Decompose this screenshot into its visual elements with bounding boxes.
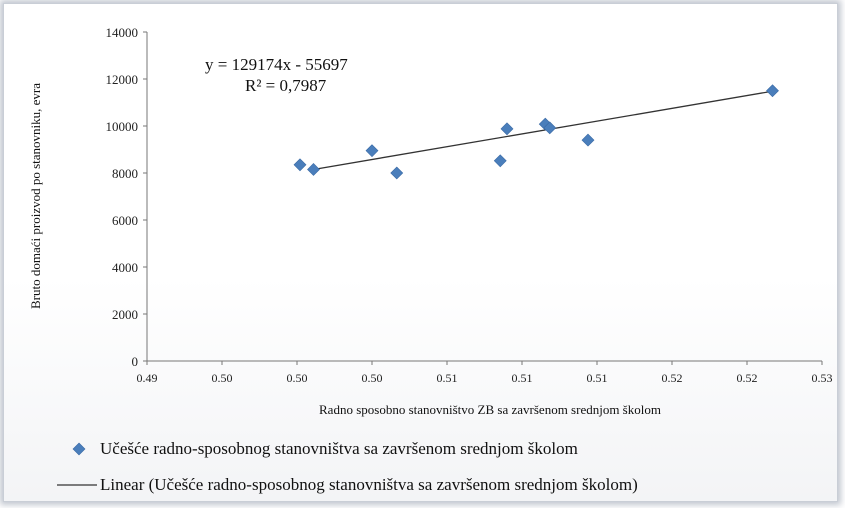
x-axis-label: Radno sposobno stanovništvo ZB sa završe… [319,402,661,417]
y-tick-label: 6000 [112,213,138,228]
x-tick-label: 0.52 [737,371,758,385]
y-tick-labels: 0 2000 4000 6000 8000 10000 12000 14000 [106,25,139,369]
x-tick-label: 0.49 [137,371,158,385]
data-point [307,163,320,176]
x-tick-label: 0.50 [362,371,383,385]
data-point [365,144,379,158]
trendline [313,90,773,171]
y-tick-label: 10000 [106,119,139,134]
y-tick-label: 14000 [106,25,139,40]
trendline-group [313,90,773,171]
chart-frame [3,3,838,502]
legend-marker-diamond [72,442,86,456]
y-axis-label: Bruto domaći proizvod po stanovniku, evr… [28,83,43,309]
trendline-r-squared: R² = 0,7987 [245,76,327,95]
axes [143,31,823,365]
data-point [766,84,779,98]
data-point [500,122,514,136]
data-point [543,121,557,135]
trendline-equation: y = 129174x - 55697 [205,55,348,74]
x-tick-label: 0.53 [812,371,833,385]
data-point [493,154,507,168]
x-tick-label: 0.52 [662,371,683,385]
x-tick-label: 0.51 [437,371,458,385]
y-tick-label: 4000 [112,260,138,275]
data-points [293,84,779,180]
x-tick-label: 0.51 [512,371,533,385]
x-tick-label: 0.50 [212,371,233,385]
y-tick-label: 8000 [112,166,138,181]
x-tick-labels: 0.49 0.50 0.50 0.50 0.51 0.51 0.51 0.52 0.52 0.53 [137,371,833,385]
x-tick-label: 0.51 [587,371,608,385]
x-tick-label: 0.50 [287,371,308,385]
y-tick-label: 0 [132,354,139,369]
data-point [581,133,595,147]
data-point [390,166,404,180]
legend-series-label: Učešće radno-sposobnog stanovništva sa z… [100,439,578,458]
data-point [293,158,307,172]
legend: Učešće radno-sposobnog stanovništva sa z… [57,439,638,494]
y-tick-label: 2000 [112,307,138,322]
legend-trendline-label: Linear (Učešće radno-sposobnog stanovniš… [100,475,638,494]
y-tick-label: 12000 [106,72,139,87]
